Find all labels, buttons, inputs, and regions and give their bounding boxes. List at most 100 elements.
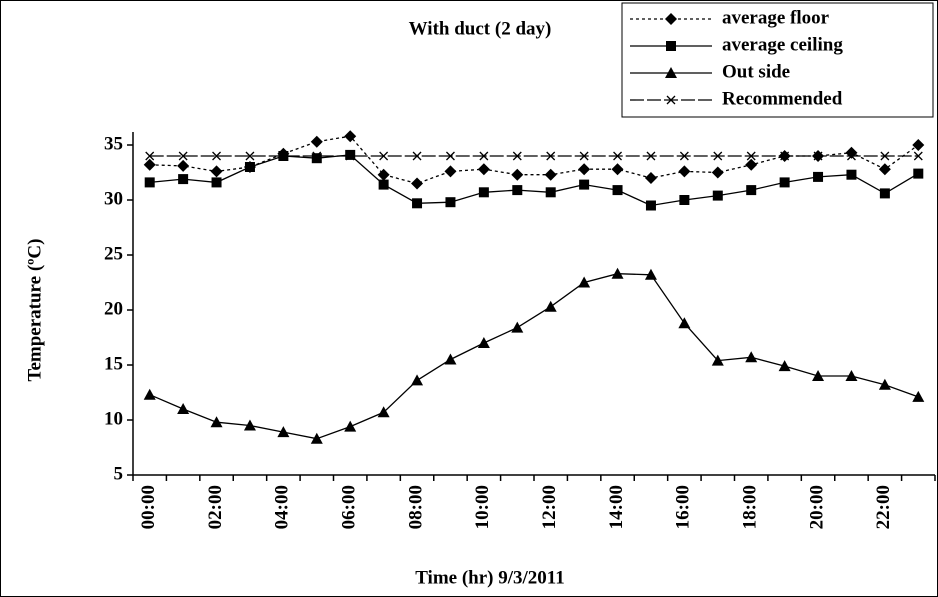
marker [912,390,925,402]
marker [913,168,924,179]
marker [143,158,156,171]
y-tick-label: 5 [114,463,124,484]
marker [445,151,455,161]
marker [511,321,524,333]
x-tick-label: 04:00 [272,485,293,529]
marker [544,168,557,181]
marker [711,354,724,366]
marker [846,169,857,180]
y-axis-label: Temperature (ºC) [24,239,45,382]
y-tick-label: 25 [104,243,123,264]
marker [665,67,677,78]
marker [665,13,677,25]
legend-label: Recommended [722,88,843,109]
marker [666,41,676,51]
y-tick-label: 10 [104,408,123,429]
legend: average floor average ceiling Out side Reco… [621,2,934,118]
marker [645,200,656,211]
marker [178,174,189,185]
y-tick-label: 15 [104,353,123,374]
marker [644,172,657,184]
marker [579,151,589,161]
marker [913,151,923,161]
marker [713,151,723,161]
marker [746,185,757,196]
x-tick-label: 12:00 [539,485,560,529]
marker [612,185,623,196]
marker [345,149,356,160]
x-tick-label: 22:00 [873,485,894,529]
marker [345,151,355,161]
marker [244,162,255,172]
marker [613,151,623,161]
marker [578,276,591,288]
marker [278,151,288,161]
marker [746,151,756,161]
series-line [149,154,919,207]
marker [144,177,155,188]
x-tick-label: 14:00 [606,485,627,529]
marker [478,187,489,198]
marker [780,151,790,161]
marker [679,151,689,161]
marker [210,165,223,178]
legend-label: Out side [722,61,790,82]
x-tick-label: 00:00 [138,485,159,529]
marker [479,151,489,161]
y-tick-label: 35 [104,133,123,154]
marker [378,179,389,190]
marker [312,151,322,161]
marker [745,351,758,363]
marker [678,165,691,178]
marker [444,353,457,365]
y-tick-label: 20 [104,298,123,319]
marker [745,158,758,171]
marker [711,166,724,179]
marker [379,151,389,161]
marker [377,406,390,418]
marker [546,151,556,161]
marker [145,151,155,161]
marker [477,163,490,176]
marker [545,187,556,198]
marker [880,151,890,161]
marker [679,195,690,205]
marker [878,378,891,390]
marker [311,153,322,164]
marker [412,151,422,161]
legend-label: average ceiling [722,34,843,55]
marker [845,370,858,381]
x-tick-label: 16:00 [673,485,694,529]
marker [411,374,424,386]
marker [143,388,156,400]
marker [611,163,624,176]
marker [646,151,656,161]
x-tick-label: 18:00 [740,485,761,529]
marker [177,403,190,414]
marker [813,151,823,161]
marker [444,165,457,178]
marker [511,168,524,181]
marker [678,317,691,329]
marker [412,198,423,209]
marker [512,151,522,161]
marker [277,426,290,438]
x-tick-label: 06:00 [339,485,360,529]
marker [666,95,676,105]
marker [178,151,188,161]
marker [310,135,323,148]
marker [344,130,357,143]
y-tick-label: 30 [104,188,123,209]
x-tick-label: 02:00 [205,485,226,529]
marker [445,197,456,208]
marker [210,416,223,428]
marker [212,151,222,161]
marker [813,171,824,182]
x-tick-label: 08:00 [405,485,426,529]
marker [243,419,256,431]
marker [344,420,357,432]
marker [512,185,523,196]
x-tick-label: 10:00 [472,485,493,529]
marker [778,360,791,372]
